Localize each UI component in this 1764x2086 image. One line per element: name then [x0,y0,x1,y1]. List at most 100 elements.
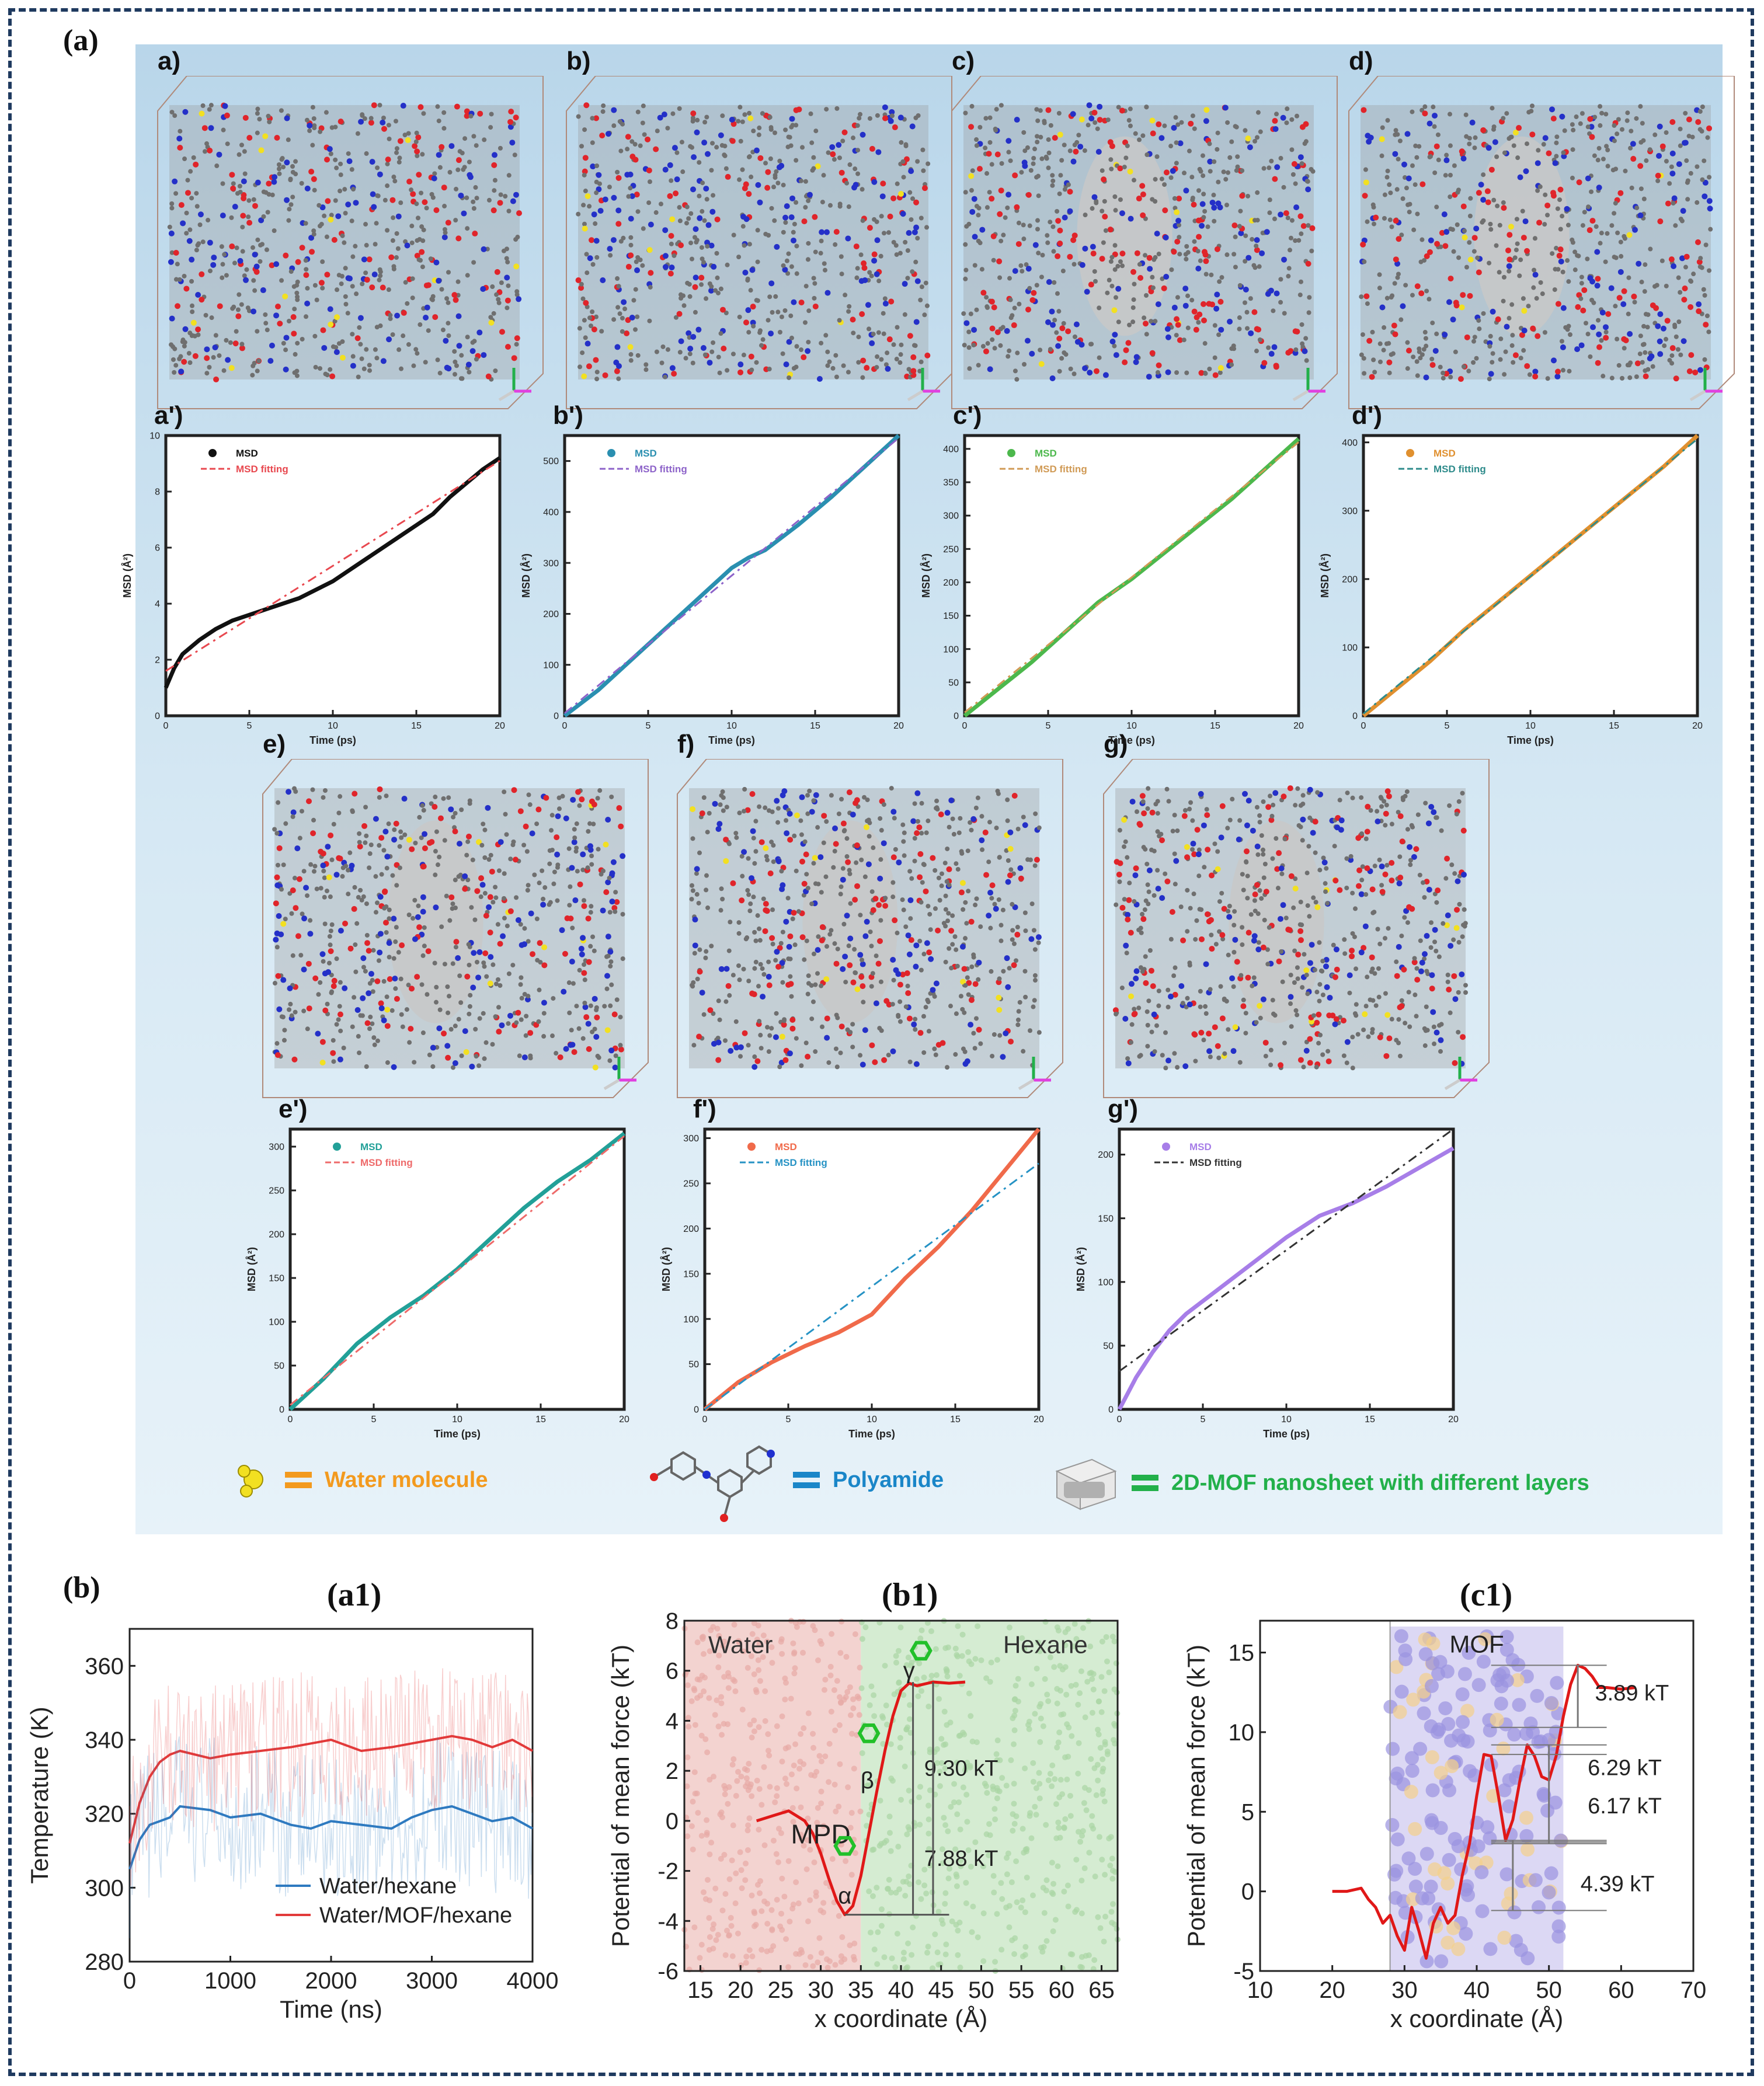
x-tick-label: 10 [1281,1415,1292,1425]
x-axis-label: Time (ps) [1507,734,1554,746]
x-tick-label: 3000 [406,1968,458,1994]
x-tick-label: 25 [768,1977,794,2003]
x-tick-label: 10 [726,721,737,731]
y-tick-label: 500 [543,457,559,466]
mpd-molecule-icon [833,1836,857,1856]
annotation-label: 4.39 kT [1581,1872,1655,1897]
legend-polyamide-text: Polyamide [833,1467,944,1492]
y-tick-label: 300 [683,1134,699,1144]
y-tick-label: -6 [657,1959,679,1984]
x-tick-label: 5 [1046,721,1051,731]
y-tick-label: 100 [269,1318,284,1328]
equals-icon [285,1472,312,1488]
region-label: Water [708,1631,773,1659]
x-tick-label: 5 [1445,721,1450,731]
mof-pore [1077,136,1172,336]
y-tick-label: 400 [943,444,959,454]
x-axis-label: x coordinate (Å) [815,2005,987,2032]
equals-icon [1132,1475,1158,1491]
series-line-0 [128,1805,533,1870]
msd-panel-label: e') [279,1095,308,1123]
x-tick-label: 20 [1692,721,1703,731]
pmf-b1-background [681,1618,1121,1974]
chart-title-a1: (a1) [327,1577,382,1613]
legend-entry: MSD fitting [775,1157,827,1168]
y-tick-label: 400 [1342,438,1358,448]
x-tick-label: 30 [1391,1977,1418,2003]
annotation-label: 3.89 kT [1595,1681,1669,1705]
y-tick-label: 50 [274,1361,284,1371]
mpd-molecule-icon [909,1641,933,1661]
x-tick-label: 0 [962,721,968,731]
legend-swatch [208,449,217,457]
series-line-0 [288,1131,626,1411]
snapshot-label: d) [1349,47,1373,75]
legend-entry: MSD fitting [236,464,288,475]
x-tick-label: 10 [1525,721,1536,731]
series-line-0 [163,456,501,689]
axes-triad-icon [907,368,940,402]
series-line-1 [964,441,1299,713]
x-tick-label: 0 [123,1968,136,1994]
y-tick-label: 320 [85,1802,124,1827]
y-tick-label: 0 [1352,712,1358,722]
y-tick-label: 100 [943,645,959,654]
mof-pore [1229,820,1324,1023]
series-line-1 [290,1135,625,1406]
annotation-label: β [861,1768,874,1794]
x-tick-label: 20 [1293,721,1304,731]
series-line-0 [563,434,900,718]
x-axis-label: Time (ps) [1108,734,1155,746]
y-tick-label: 50 [688,1360,699,1370]
plot-area [1119,1129,1453,1409]
series-line-0 [963,437,1300,718]
legend-swatch [1406,449,1414,457]
legend-entry: MSD [635,448,657,459]
molecular-snapshot [1103,759,1490,1098]
x-tick-label: 0 [1117,1415,1122,1425]
y-tick-label: 100 [683,1315,699,1325]
y-axis-label: MSD (Å²) [920,553,932,598]
x-axis-label: Time (ns) [280,1996,382,2023]
legend-entry: MSD fitting [360,1157,413,1168]
msd-panel-label: g') [1108,1095,1138,1123]
y-tick-label: 250 [269,1186,284,1196]
molecular-snapshot [157,76,544,409]
legend-entry: MSD [236,448,258,459]
x-tick-label: 15 [535,1415,546,1425]
y-tick-label: -4 [657,1909,679,1934]
mof-pore [388,820,483,1023]
series-line-1 [704,1162,1039,1411]
legend-entry: MSD fitting [635,464,687,475]
chart-title-b1: (b1) [882,1577,938,1613]
x-tick-label: 15 [1210,721,1220,731]
y-tick-label: 8 [155,487,160,497]
annotation-label: MPD [791,1819,850,1849]
msd-panel-label: f') [693,1095,716,1123]
y-tick-label: 400 [543,508,559,518]
atoms [1359,103,1713,382]
y-tick-label: 200 [1342,574,1358,584]
axes-triad-icon [1018,1057,1051,1091]
legend-swatch [1007,449,1015,457]
msd-panel-label: a') [154,401,183,430]
atoms [961,102,1316,382]
y-axis-label: Potential of mean force (kT) [607,1645,634,1947]
y-tick-label: 280 [85,1949,124,1975]
water-molecule-icon [238,1465,263,1498]
legend-entry: MSD fitting [1035,464,1087,475]
x-tick-label: 10 [452,1415,462,1425]
y-tick-label: 100 [543,660,559,670]
atoms [689,786,1042,1070]
series-noise-1 [129,1668,533,1886]
y-axis-label: MSD (Å²) [246,1247,258,1291]
x-tick-label: 0 [562,721,568,731]
molecular-snapshot [262,759,649,1098]
x-tick-label: 65 [1088,1977,1115,2003]
y-tick-label: 360 [85,1653,124,1679]
x-tick-label: 70 [1681,1977,1707,2003]
axes-triad-icon [1689,368,1723,402]
y-tick-label: 0 [954,712,959,722]
